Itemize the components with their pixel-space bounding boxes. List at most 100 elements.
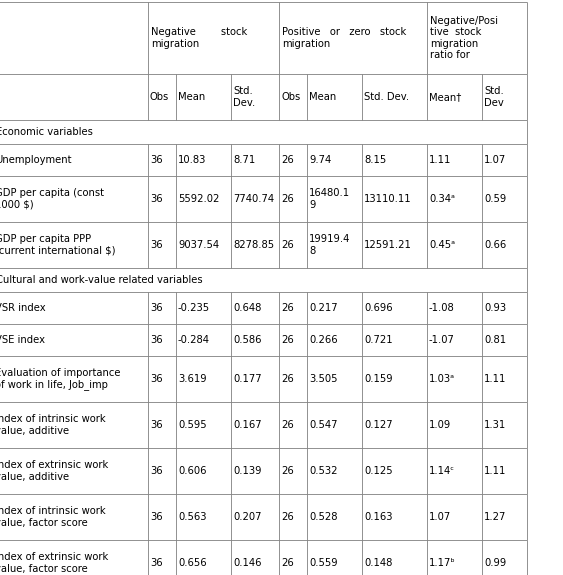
Text: 26: 26	[281, 374, 294, 384]
Text: Mean: Mean	[178, 92, 205, 102]
Text: -1.08: -1.08	[429, 303, 455, 313]
Text: Obs: Obs	[281, 92, 300, 102]
Text: 10.83: 10.83	[178, 155, 207, 165]
Text: 5592.02: 5592.02	[178, 194, 220, 204]
Text: Mean†: Mean†	[429, 92, 461, 102]
Text: -1.07: -1.07	[429, 335, 455, 345]
Text: 0.177: 0.177	[233, 374, 262, 384]
Text: 1.11: 1.11	[484, 374, 506, 384]
Text: 19919.4
8: 19919.4 8	[309, 234, 350, 256]
Text: 8.71: 8.71	[233, 155, 255, 165]
Text: Positive   or   zero   stock
migration: Positive or zero stock migration	[282, 27, 406, 49]
Text: VSR index: VSR index	[0, 303, 46, 313]
Text: 0.148: 0.148	[364, 558, 392, 568]
Text: 0.139: 0.139	[233, 466, 261, 476]
Text: 0.167: 0.167	[233, 420, 262, 430]
Text: Cultural and work-value related variables: Cultural and work-value related variable…	[0, 275, 203, 285]
Text: Std.
Dev: Std. Dev	[484, 86, 504, 108]
Text: 0.93: 0.93	[484, 303, 506, 313]
Text: 36: 36	[150, 303, 163, 313]
Text: 0.81: 0.81	[484, 335, 506, 345]
Text: 0.146: 0.146	[233, 558, 261, 568]
Text: Index of extrinsic work
value, factor score: Index of extrinsic work value, factor sc…	[0, 552, 108, 574]
Text: 26: 26	[281, 420, 294, 430]
Text: 0.66: 0.66	[484, 240, 506, 250]
Text: 1.07: 1.07	[484, 155, 506, 165]
Text: Evaluation of importance
of work in life, Job_imp: Evaluation of importance of work in life…	[0, 368, 120, 390]
Text: 1.03ᵃ: 1.03ᵃ	[429, 374, 455, 384]
Text: 26: 26	[281, 466, 294, 476]
Text: Obs: Obs	[150, 92, 169, 102]
Text: 8.15: 8.15	[364, 155, 386, 165]
Text: 26: 26	[281, 558, 294, 568]
Text: 0.217: 0.217	[309, 303, 338, 313]
Text: 3.505: 3.505	[309, 374, 337, 384]
Text: Economic variables: Economic variables	[0, 127, 93, 137]
Text: VSE index: VSE index	[0, 335, 45, 345]
Text: 0.606: 0.606	[178, 466, 207, 476]
Text: 0.99: 0.99	[484, 558, 506, 568]
Text: 0.127: 0.127	[364, 420, 392, 430]
Text: 36: 36	[150, 466, 163, 476]
Text: 36: 36	[150, 194, 163, 204]
Text: 0.532: 0.532	[309, 466, 337, 476]
Text: Negative/Posi
tive  stock
migration
ratio for: Negative/Posi tive stock migration ratio…	[430, 16, 498, 60]
Text: 36: 36	[150, 155, 163, 165]
Text: 26: 26	[281, 240, 294, 250]
Text: 0.721: 0.721	[364, 335, 392, 345]
Text: 26: 26	[281, 512, 294, 522]
Text: 0.207: 0.207	[233, 512, 261, 522]
Text: 26: 26	[281, 303, 294, 313]
Text: GDP per capita PPP
(current international $): GDP per capita PPP (current internationa…	[0, 234, 115, 256]
Text: 0.563: 0.563	[178, 512, 207, 522]
Text: 1.17ᵇ: 1.17ᵇ	[429, 558, 456, 568]
Text: Index of intrinsic work
value, factor score: Index of intrinsic work value, factor sc…	[0, 506, 106, 528]
Text: 26: 26	[281, 155, 294, 165]
Text: 0.528: 0.528	[309, 512, 337, 522]
Text: -0.284: -0.284	[178, 335, 210, 345]
Text: 36: 36	[150, 374, 163, 384]
Text: 36: 36	[150, 512, 163, 522]
Text: 9.74: 9.74	[309, 155, 331, 165]
Text: 0.696: 0.696	[364, 303, 392, 313]
Text: 1.11: 1.11	[484, 466, 506, 476]
Text: GDP per capita (const
1000 $): GDP per capita (const 1000 $)	[0, 188, 104, 210]
Text: 0.266: 0.266	[309, 335, 338, 345]
Text: Mean: Mean	[309, 92, 336, 102]
Text: 0.547: 0.547	[309, 420, 337, 430]
Text: 16480.1
9: 16480.1 9	[309, 188, 350, 210]
Text: Std.
Dev.: Std. Dev.	[233, 86, 255, 108]
Text: 0.595: 0.595	[178, 420, 207, 430]
Text: 8278.85: 8278.85	[233, 240, 274, 250]
Text: 26: 26	[281, 194, 294, 204]
Text: Std. Dev.: Std. Dev.	[364, 92, 409, 102]
Text: 36: 36	[150, 558, 163, 568]
Text: Index of extrinsic work
value, additive: Index of extrinsic work value, additive	[0, 460, 108, 482]
Text: 1.31: 1.31	[484, 420, 506, 430]
Text: 26: 26	[281, 335, 294, 345]
Text: 0.159: 0.159	[364, 374, 392, 384]
Text: 1.11: 1.11	[429, 155, 452, 165]
Text: 36: 36	[150, 420, 163, 430]
Text: 13110.11: 13110.11	[364, 194, 412, 204]
Text: -0.235: -0.235	[178, 303, 210, 313]
Text: Negative        stock
migration: Negative stock migration	[151, 27, 247, 49]
Text: 36: 36	[150, 335, 163, 345]
Text: 1.27: 1.27	[484, 512, 506, 522]
Text: 0.656: 0.656	[178, 558, 207, 568]
Text: 1.14ᶜ: 1.14ᶜ	[429, 466, 455, 476]
Text: 0.586: 0.586	[233, 335, 261, 345]
Text: 0.59: 0.59	[484, 194, 506, 204]
Text: 1.07: 1.07	[429, 512, 452, 522]
Text: 9037.54: 9037.54	[178, 240, 219, 250]
Text: 0.125: 0.125	[364, 466, 392, 476]
Text: 36: 36	[150, 240, 163, 250]
Text: Unemployment: Unemployment	[0, 155, 72, 165]
Text: 0.34ᵃ: 0.34ᵃ	[429, 194, 455, 204]
Text: 0.648: 0.648	[233, 303, 261, 313]
Text: 0.559: 0.559	[309, 558, 338, 568]
Text: 0.45ᵃ: 0.45ᵃ	[429, 240, 455, 250]
Text: 3.619: 3.619	[178, 374, 207, 384]
Text: 1.09: 1.09	[429, 420, 452, 430]
Text: 12591.21: 12591.21	[364, 240, 412, 250]
